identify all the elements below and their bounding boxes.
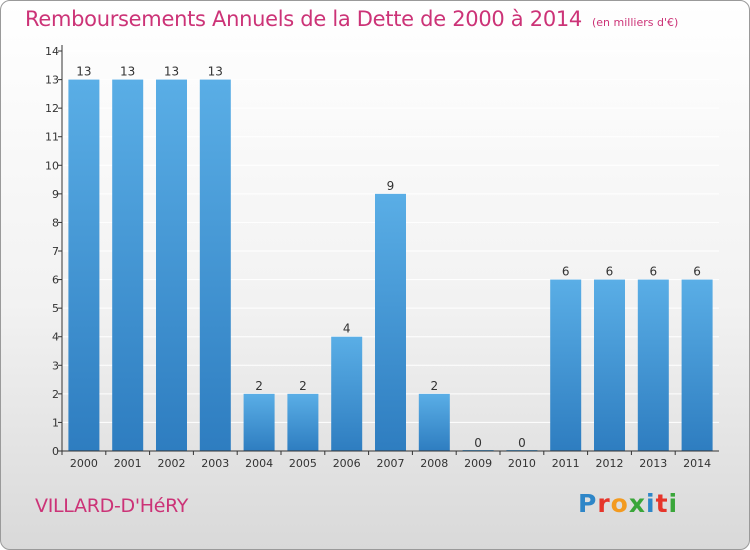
y-tick-label: 11 <box>45 131 59 144</box>
bar <box>637 279 669 451</box>
y-tick-label: 8 <box>52 216 59 229</box>
data-label: 2 <box>430 379 438 393</box>
chart-title-text: Remboursements Annuels de la Dette de 20… <box>25 7 582 31</box>
x-tick-label: 2008 <box>420 457 448 470</box>
y-tick-label: 14 <box>45 45 59 58</box>
bar <box>156 79 187 452</box>
data-label: 6 <box>649 265 657 279</box>
bar <box>550 279 582 451</box>
bar <box>681 279 713 451</box>
y-tick-label: 1 <box>52 416 59 429</box>
y-tick-label: 0 <box>52 445 59 458</box>
x-tick-label: 2014 <box>683 457 711 470</box>
x-tick-label: 2010 <box>508 457 536 470</box>
data-labels: 13 13 13 13 2 2 4 9 2 0 0 6 6 6 6 <box>76 65 701 450</box>
y-tick-label: 6 <box>52 274 59 287</box>
data-label: 6 <box>562 265 570 279</box>
bar <box>68 79 100 452</box>
x-tick-label: 2009 <box>464 457 492 470</box>
x-tick-label: 2013 <box>639 457 667 470</box>
x-tick-label: 2007 <box>377 457 405 470</box>
logo-letter: i <box>646 489 656 518</box>
x-tick-label: 2005 <box>289 457 317 470</box>
x-tick-label: 2001 <box>114 457 142 470</box>
data-label: 2 <box>299 379 307 393</box>
x-tick-label: 2011 <box>552 457 580 470</box>
chart-title: Remboursements Annuels de la Dette de 20… <box>25 7 678 31</box>
data-label: 4 <box>343 322 351 336</box>
data-label: 13 <box>208 65 223 79</box>
x-tick-label: 2003 <box>201 457 229 470</box>
bar <box>243 393 275 451</box>
chart-subtitle: (en milliers d'€) <box>592 16 679 29</box>
commune-name: VILLARD-D'HéRY <box>35 495 189 517</box>
x-tick-label: 2006 <box>333 457 361 470</box>
bars <box>68 79 713 452</box>
logo-letter: o <box>610 489 629 518</box>
data-label: 6 <box>606 265 614 279</box>
y-tick-label: 4 <box>52 331 59 344</box>
data-label: 13 <box>76 65 91 79</box>
data-label: 0 <box>518 436 526 450</box>
x-tick-label: 2002 <box>158 457 186 470</box>
data-label: 0 <box>474 436 482 450</box>
bar <box>594 279 625 451</box>
y-tick-label: 13 <box>45 74 59 87</box>
logo-letter: t <box>655 489 669 518</box>
x-tick-label: 2012 <box>596 457 624 470</box>
data-label: 13 <box>120 65 135 79</box>
bar <box>418 393 450 451</box>
logo-letter: i <box>668 489 679 518</box>
data-label: 2 <box>255 379 263 393</box>
x-tick-label: 2000 <box>70 457 98 470</box>
data-label: 9 <box>387 179 395 193</box>
logo-letter: x <box>628 489 646 518</box>
y-tick-label: 7 <box>52 245 59 258</box>
bar <box>112 79 144 452</box>
y-tick-label: 5 <box>52 302 59 315</box>
bar <box>375 193 406 451</box>
y-tick-label: 9 <box>52 188 59 201</box>
data-label: 13 <box>164 65 179 79</box>
data-label: 6 <box>693 265 701 279</box>
bar <box>287 393 319 451</box>
y-tick-label: 10 <box>45 159 59 172</box>
bar <box>331 336 363 451</box>
bar <box>199 79 231 452</box>
proxiti-logo: Proxiti <box>578 489 678 518</box>
x-tick-label: 2004 <box>245 457 273 470</box>
y-tick-label: 2 <box>52 388 59 401</box>
y-tick-label: 3 <box>52 359 59 372</box>
logo-letter: P <box>578 489 598 518</box>
y-tick-label: 12 <box>45 102 59 115</box>
logo-letter: r <box>597 489 611 518</box>
